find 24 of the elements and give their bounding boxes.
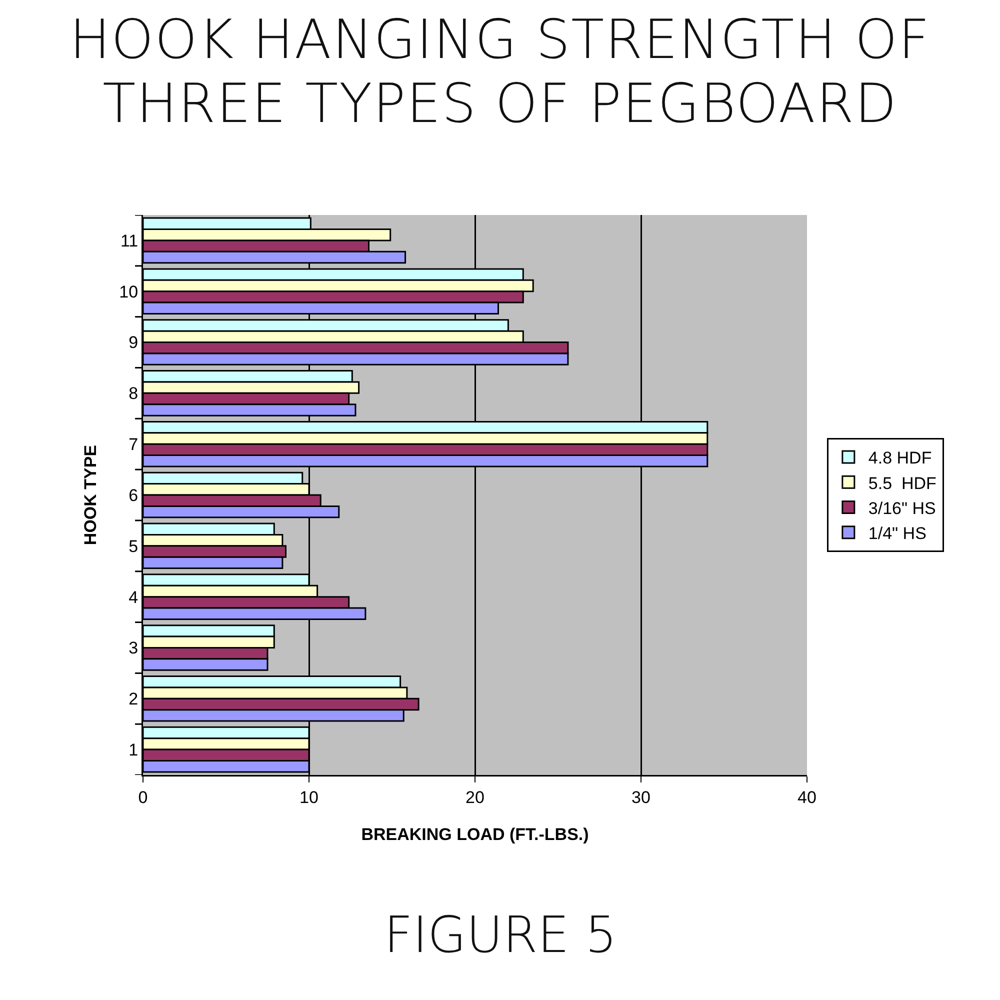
y-tick-label: 1 (128, 740, 138, 760)
y-tick-label: 6 (128, 486, 138, 505)
x-tick-label: 30 (632, 788, 650, 807)
y-tick-label: 3 (128, 638, 138, 658)
y-tick-label: 7 (128, 435, 138, 454)
x-axis-title: BREAKING LOAD (FT.-LBS.) (361, 825, 589, 844)
y-axis-title: HOOK TYPE (80, 444, 100, 546)
y-tick-label: 9 (128, 333, 138, 352)
y-tick-label: 2 (128, 690, 138, 709)
legend-label: 1/4" HS (868, 524, 926, 543)
x-tick-label: 40 (798, 788, 816, 807)
legend-label: 5.5 HDF (868, 474, 936, 493)
y-tick-label: 10 (119, 282, 138, 302)
y-tick-label: 4 (128, 588, 138, 607)
chart-title: HOOK HANGING STRENGTH OF THREE TYPES OF PEGBOARD (68, 8, 932, 136)
legend-label: 4.8 HDF (868, 448, 932, 468)
x-tick-label: 10 (300, 788, 318, 807)
y-tick-label: 5 (128, 536, 138, 556)
x-tick-label: 20 (466, 788, 484, 807)
y-tick-label: 8 (128, 384, 138, 404)
caption: FIGURE 5 (384, 906, 617, 964)
x-tick-label: 0 (138, 788, 148, 807)
y-tick-label: 11 (120, 231, 138, 250)
legend-label: 3/16" HS (868, 498, 936, 518)
